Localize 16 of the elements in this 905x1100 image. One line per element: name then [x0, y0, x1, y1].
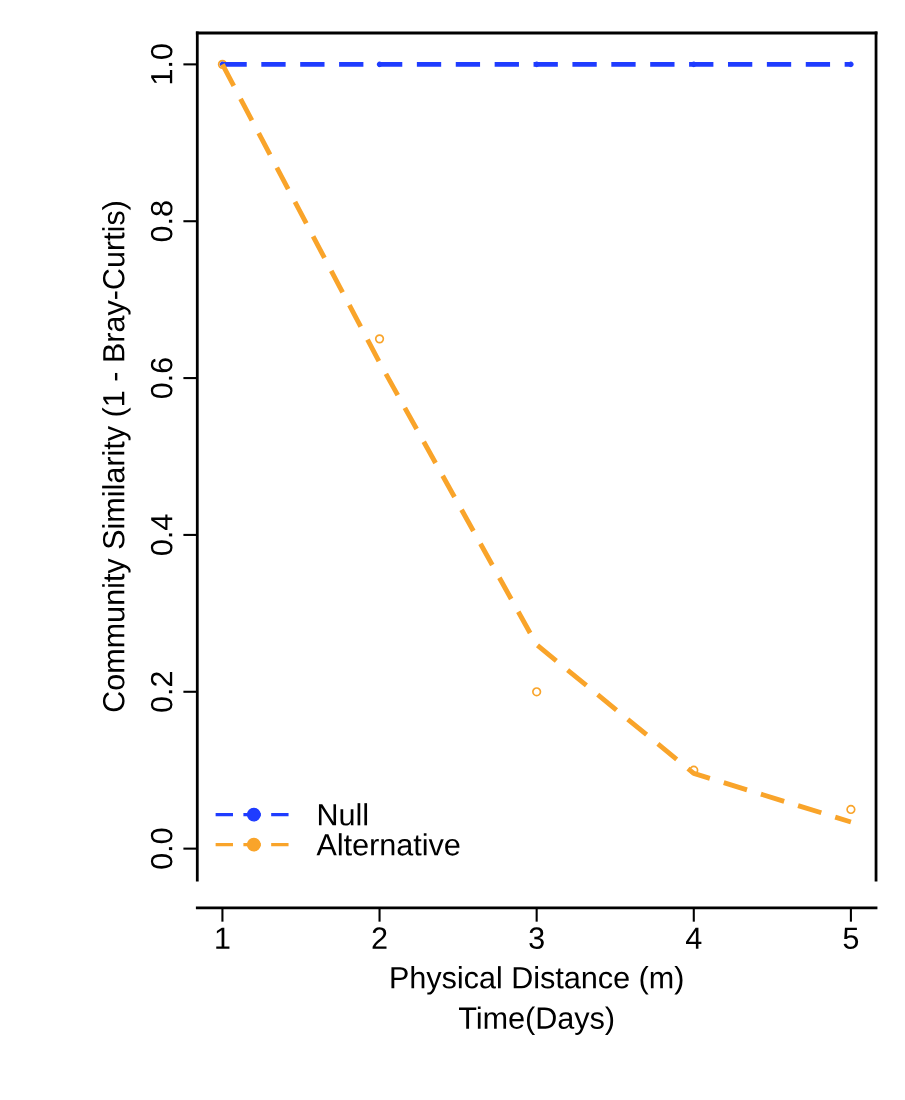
y-tick-label: 1.0	[150, 44, 173, 84]
y-axis-title: Community Similarity (1 - Bray-Curtis)	[102, 202, 131, 712]
x-tick-label: 5	[843, 927, 859, 949]
x-tick-label: 3	[529, 927, 544, 949]
x-axis-title: Physical Distance (m)	[391, 966, 683, 995]
y-tick-label: 0.2	[150, 672, 173, 712]
legend-label: Alternative	[316, 833, 460, 856]
y-tick-label: 0.4	[150, 514, 173, 555]
x-tick-label: 4	[685, 927, 702, 949]
y-tick-label: 0.8	[150, 201, 173, 242]
y-tick-label: 0.6	[150, 358, 173, 399]
y-tick-label: 0.0	[150, 828, 173, 869]
x-tick-label: 1	[216, 927, 230, 949]
text: Time(Days)	[459, 1006, 614, 1035]
x-tick-label: 2	[372, 927, 387, 949]
legend-label: Null	[318, 803, 368, 826]
